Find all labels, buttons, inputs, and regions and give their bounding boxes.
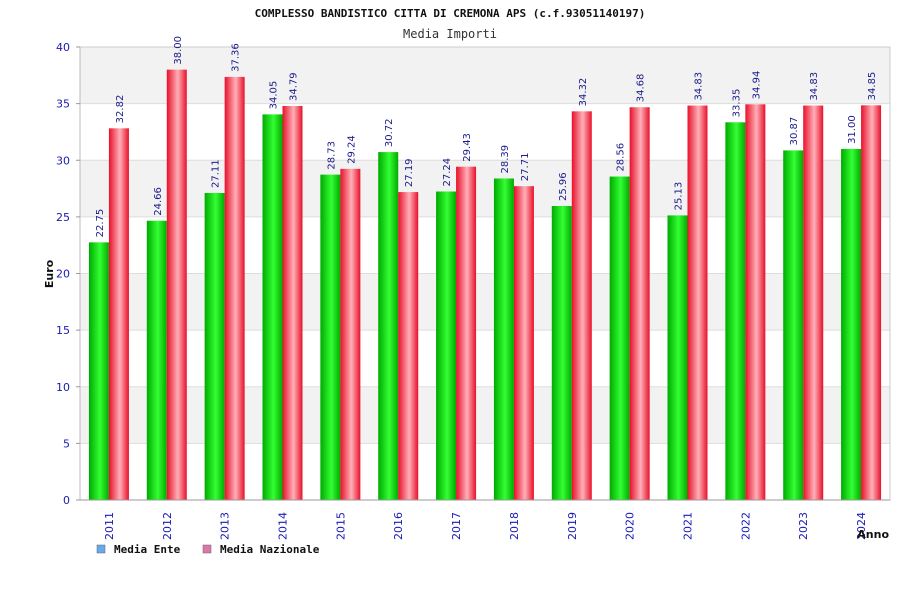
bars: 22.75 32.82 24.66 38.00 27.11 37.36 34.05 34.79… (88, 36, 882, 501)
data-label: 34.83 (809, 72, 820, 101)
bar-ente-2015 (320, 174, 341, 500)
data-label: 25.13 (674, 182, 685, 211)
y-tick-label: 35 (56, 98, 70, 111)
y-axis-label: Euro (43, 259, 56, 288)
data-label: 34.79 (289, 72, 300, 101)
x-tick-label: 2024 (855, 512, 868, 540)
x-axis: 2011 2012 2013 2014 2015 2016 2017 2018 2019 2020… (80, 499, 890, 540)
bar-ente-2020 (609, 176, 630, 501)
bar-ente-2016 (378, 152, 399, 500)
x-tick-label: 2011 (103, 512, 116, 540)
bar-ente-2021 (667, 215, 688, 500)
grid-band (80, 273, 890, 331)
bar-ente-2012 (146, 220, 167, 500)
data-label: 28.39 (500, 145, 511, 174)
data-label: 25.96 (558, 172, 569, 201)
data-label: 27.71 (520, 153, 531, 182)
bar-ente-2018 (493, 178, 514, 500)
data-label: 34.68 (636, 74, 647, 103)
data-label: 29.43 (462, 133, 473, 162)
bar-ente-2022 (725, 122, 746, 500)
x-tick-label: 2019 (566, 512, 579, 540)
bar-nazionale-2013 (224, 76, 245, 500)
data-label: 32.82 (115, 95, 126, 124)
bar-ente-2023 (783, 150, 804, 500)
y-tick-label: 0 (63, 494, 70, 507)
y-tick-label: 15 (56, 324, 70, 337)
bar-ente-2019 (551, 206, 572, 501)
data-label: 34.32 (578, 78, 589, 107)
data-label: 30.87 (789, 117, 800, 146)
data-label: 28.56 (616, 143, 627, 172)
bar-nazionale-2020 (629, 107, 650, 501)
x-tick-label: 2013 (219, 512, 232, 540)
legend-label: Media Nazionale (220, 543, 320, 556)
y-tick-label: 25 (56, 211, 70, 224)
bar-nazionale-2019 (571, 111, 592, 501)
data-label: 34.94 (751, 71, 762, 100)
data-label: 33.35 (731, 89, 742, 118)
y-tick-label: 5 (63, 437, 70, 450)
plot-area (79, 46, 891, 501)
data-label: 34.83 (694, 72, 705, 101)
y-tick-label: 10 (56, 381, 70, 394)
bar-nazionale-2021 (687, 105, 708, 501)
x-tick-label: 2017 (450, 512, 463, 540)
bar-ente-2014 (262, 114, 283, 500)
legend-swatch (202, 544, 212, 554)
data-label: 27.19 (404, 158, 415, 187)
x-tick-label: 2014 (277, 512, 290, 540)
x-tick-label: 2022 (739, 512, 752, 540)
x-tick-label: 2012 (161, 512, 174, 540)
bar-nazionale-2017 (456, 166, 477, 500)
bar-ente-2011 (88, 242, 109, 500)
data-label: 29.24 (346, 135, 357, 164)
chart-subtitle: Media Importi (403, 27, 497, 41)
x-tick-label: 2020 (624, 512, 637, 540)
bar-ente-2013 (204, 192, 225, 500)
x-tick-label: 2018 (508, 512, 521, 540)
x-tick-label: 2023 (797, 512, 810, 540)
x-tick-label: 2015 (334, 512, 347, 540)
legend-label: Media Ente (114, 543, 181, 556)
bar-nazionale-2023 (803, 105, 824, 501)
data-label: 24.66 (153, 187, 164, 216)
y-tick-label: 20 (56, 268, 70, 281)
data-label: 34.85 (867, 72, 878, 101)
bar-nazionale-2022 (745, 104, 766, 500)
bar-nazionale-2016 (398, 192, 419, 501)
x-tick-label: 2021 (682, 512, 695, 540)
data-label: 31.00 (847, 115, 858, 144)
bar-ente-2017 (436, 191, 457, 500)
x-axis-label: Anno (857, 528, 889, 541)
data-label: 27.24 (442, 158, 453, 187)
bar-nazionale-2011 (108, 128, 129, 500)
bar-nazionale-2024 (861, 105, 882, 500)
y-axis: 0 5 10 15 20 25 30 35 40 (56, 41, 81, 507)
chart-title: COMPLESSO BANDISTICO CITTA DI CREMONA AP… (255, 7, 646, 20)
legend-swatch (96, 544, 106, 554)
bar-nazionale-2018 (513, 186, 534, 500)
bar-ente-2024 (841, 148, 862, 501)
bar-nazionale-2015 (340, 168, 361, 500)
data-label: 38.00 (173, 36, 184, 65)
grid-band (80, 386, 890, 444)
legend: Media Ente Media Nazionale (96, 543, 320, 556)
x-tick-label: 2016 (392, 512, 405, 540)
y-tick-label: 30 (56, 154, 70, 167)
data-label: 27.11 (211, 159, 222, 188)
data-label: 37.36 (231, 43, 242, 72)
data-label: 34.05 (269, 81, 280, 110)
grid-band (80, 160, 890, 217)
bar-nazionale-2014 (282, 106, 303, 501)
y-tick-label: 40 (56, 41, 70, 54)
bar-nazionale-2012 (166, 69, 187, 501)
data-label: 22.75 (95, 209, 106, 238)
data-label: 30.72 (384, 118, 395, 147)
grid-band (80, 47, 890, 104)
data-label: 28.73 (326, 141, 337, 170)
